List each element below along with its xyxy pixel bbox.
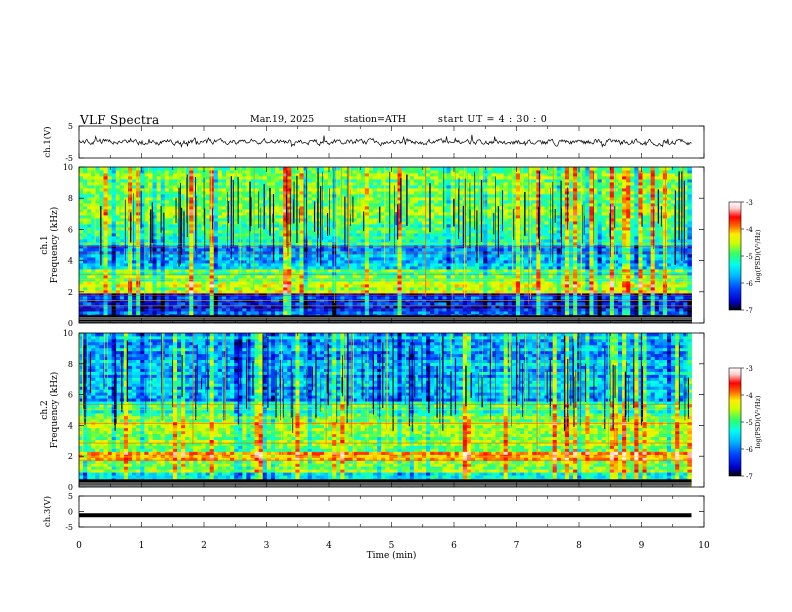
x-tick-label: 1 (139, 541, 145, 551)
ch2-spectrogram-colorbar-tick-label: -5 (746, 419, 753, 427)
ch2-spectrogram-colorbar-label: log(PSD)(V²/Hz) (754, 395, 762, 448)
x-tick-label: 5 (389, 541, 395, 551)
ch3-waveform-ylabel: ch.3(V) (42, 496, 53, 527)
ch2-spectrogram-heatmap (78, 333, 692, 488)
ch1-spectrogram-colorbar-tick-label: -5 (746, 253, 753, 261)
ch1-spectrogram-ytick-label: 4 (68, 257, 73, 266)
ch2-spectrogram-ytick-label: 10 (63, 329, 73, 338)
ch2-spectrogram-ylabel: Frequency (kHz) (49, 372, 60, 449)
ch1-spectrogram-colorbar-tick-label: -7 (746, 307, 753, 315)
ch2-spectrogram-ytick-label: 8 (68, 360, 73, 369)
station-label: station=ATH (344, 114, 406, 125)
x-tick-label: 0 (76, 541, 82, 551)
start-ut-label: start UT = 4 : 30 : 0 (438, 114, 548, 125)
x-tick-label: 3 (264, 541, 270, 551)
x-tick-label: 9 (639, 541, 645, 551)
ch1-spectrogram-ytick-label: 10 (63, 163, 73, 172)
x-axis-label: Time (min) (367, 550, 417, 561)
ch2-spectrogram-colorbar-tick-label: -3 (746, 365, 753, 373)
x-tick-label: 4 (326, 541, 332, 551)
ch1-spectrogram-colorbar-label: log(PSD)(V²/Hz) (754, 229, 762, 282)
ch2-spectrogram-colorbar-tick-label: -4 (746, 392, 753, 400)
x-tick-label: 7 (514, 541, 520, 551)
chart-title: VLF Spectra (80, 113, 160, 127)
ch1-spectrogram-colorbar-tick-label: -6 (746, 280, 753, 288)
date-label: Mar.19, 2025 (250, 114, 315, 125)
ch1-waveform-ylabel: ch.1(V) (42, 126, 53, 157)
ch1-spectrogram-ytick-label: 8 (68, 194, 73, 203)
ch1-spectrogram-channel-label: ch.1 (40, 235, 50, 254)
ch2-spectrogram-colorbar-tick-label: -6 (746, 446, 753, 454)
ch3-waveform-ytick-label: 5 (68, 492, 73, 501)
ch1-spectrogram-ylabel: Frequency (kHz) (49, 207, 60, 284)
ch1-spectrogram-colorbar (728, 201, 742, 311)
ch2-spectrogram-ytick-label: 2 (68, 452, 73, 461)
x-tick-label: 6 (451, 541, 457, 551)
ch3-waveform-ytick-label: 0 (68, 508, 73, 517)
ch2-spectrogram-channel-label: ch.2 (40, 400, 50, 419)
ch1-spectrogram-colorbar-tick-label: -3 (746, 199, 753, 207)
x-tick-label: 8 (576, 541, 582, 551)
ch2-spectrogram-colorbar (728, 367, 742, 477)
x-tick-label: 10 (698, 541, 710, 551)
ch2-spectrogram-ytick-label: 0 (68, 483, 73, 492)
x-tick-label: 2 (201, 541, 207, 551)
ch1-spectrogram-ytick-label: 2 (68, 288, 73, 297)
ch2-spectrogram-ytick-label: 6 (68, 391, 73, 400)
ch1-spectrogram-ytick-label: 0 (68, 319, 73, 328)
ch1-spectrogram-colorbar-tick-label: -4 (746, 226, 753, 234)
ch1-waveform-series-line (78, 134, 692, 149)
ch2-spectrogram-colorbar-tick-label: -7 (746, 473, 753, 481)
ch1-spectrogram-heatmap (79, 167, 692, 324)
ch1-waveform-ytick-label: 5 (68, 122, 73, 131)
ch1-spectrogram-ytick-label: 6 (68, 225, 73, 234)
ch3-waveform-ytick-label: -5 (65, 523, 73, 532)
ch2-spectrogram-ytick-label: 4 (68, 421, 73, 430)
ch1-waveform-ytick-label: -5 (65, 154, 73, 163)
